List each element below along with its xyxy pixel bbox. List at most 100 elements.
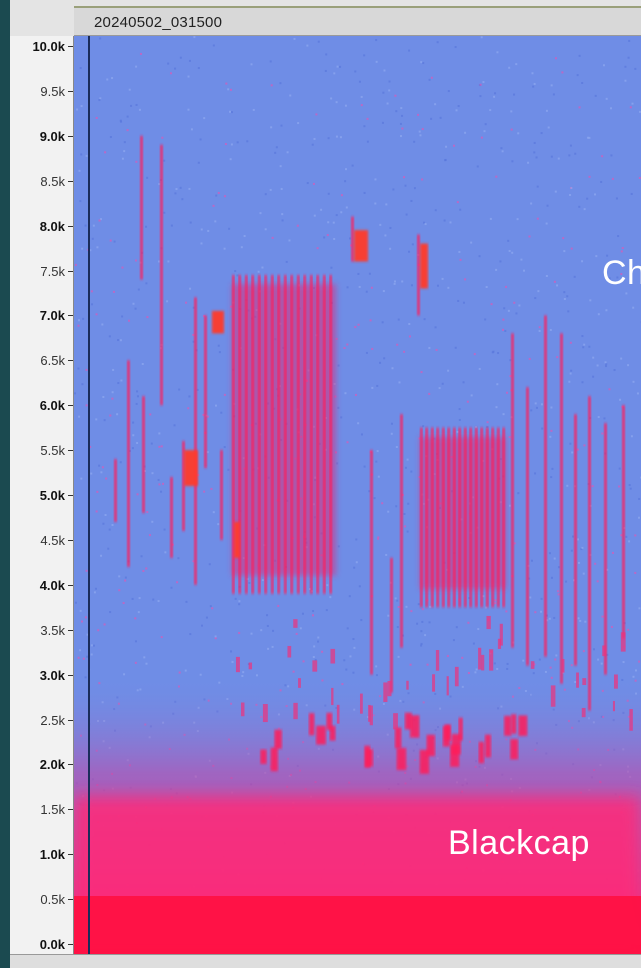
noise-speck <box>530 559 533 562</box>
frequency-tick-mark <box>68 405 73 407</box>
noise-speck <box>109 239 112 242</box>
chirp-highlight <box>234 521 240 558</box>
noise-speck <box>120 120 123 123</box>
noise-speck <box>581 81 584 84</box>
noise-speck <box>343 347 346 350</box>
noise-speck <box>132 434 135 437</box>
signal-streak <box>420 427 423 608</box>
noise-speck <box>206 415 209 418</box>
noise-speck <box>326 234 329 237</box>
low-note <box>409 715 420 738</box>
noise-speck <box>314 658 317 661</box>
noise-speck <box>589 299 592 302</box>
bottom-scrollbar[interactable] <box>10 954 641 968</box>
noise-speck <box>418 476 421 479</box>
frequency-tick-mark <box>68 225 73 227</box>
noise-speck <box>80 477 83 480</box>
noise-speck <box>457 105 460 108</box>
noise-speck <box>528 357 531 360</box>
noise-speck <box>495 268 498 271</box>
noise-speck <box>553 557 556 560</box>
noise-speck <box>420 642 423 645</box>
noise-speck <box>272 629 275 632</box>
signal-streak <box>194 297 197 585</box>
noise-speck <box>357 272 360 275</box>
noise-speck <box>78 319 81 322</box>
noise-speck <box>634 534 637 537</box>
noise-speck <box>223 195 226 198</box>
noise-speck <box>617 235 620 238</box>
noise-speck <box>373 497 376 500</box>
noise-speck <box>408 323 411 326</box>
noise-speck <box>570 664 573 667</box>
noise-speck <box>274 151 277 154</box>
noise-speck <box>102 522 105 525</box>
noise-speck <box>175 188 178 191</box>
noise-speck <box>302 660 305 663</box>
noise-speck <box>120 379 123 382</box>
noise-speck <box>85 154 88 157</box>
noise-speck <box>467 621 470 624</box>
noise-speck <box>395 110 398 113</box>
noise-speck <box>266 614 269 617</box>
noise-speck <box>217 344 220 347</box>
noise-speck <box>128 319 131 322</box>
noise-speck <box>151 520 154 523</box>
noise-speck <box>374 202 377 205</box>
noise-speck <box>131 447 134 450</box>
noise-speck <box>82 657 85 660</box>
noise-speck <box>346 627 349 630</box>
noise-speck <box>151 472 154 475</box>
noise-speck <box>474 671 477 674</box>
noise-speck <box>568 380 571 383</box>
noise-speck <box>101 466 104 469</box>
noise-speck <box>337 545 340 548</box>
noise-speck <box>354 70 357 73</box>
noise-speck <box>149 413 152 416</box>
noise-speck <box>583 444 586 447</box>
mid-note <box>435 650 440 671</box>
noise-speck <box>531 72 534 75</box>
track-header[interactable]: 20240502_031500 <box>74 6 641 36</box>
noise-speck <box>428 78 431 81</box>
noise-speck <box>376 450 379 453</box>
noise-speck <box>447 286 450 289</box>
noise-speck <box>610 107 613 110</box>
noise-speck <box>595 255 598 258</box>
noise-speck <box>366 117 369 120</box>
noise-speck <box>419 134 422 137</box>
playhead-cursor[interactable] <box>88 36 90 954</box>
noise-speck <box>281 213 284 216</box>
frequency-tick-mark <box>68 539 73 541</box>
frequency-ruler[interactable]: 10.0k 9.5k 9.0k 8.5k 8.0k 7.5k 7.0k 6.5k 6.0k 5.5… <box>10 36 74 954</box>
noise-speck <box>627 364 630 367</box>
noise-speck <box>511 251 514 254</box>
mid-note <box>298 678 301 688</box>
noise-speck <box>79 67 82 70</box>
chirp-highlight <box>184 450 198 487</box>
track-name[interactable]: 20240502_031500 <box>94 14 223 31</box>
noise-speck <box>536 185 539 188</box>
noise-speck <box>346 441 349 444</box>
noise-speck <box>84 224 87 227</box>
noise-speck <box>554 190 557 193</box>
noise-speck <box>480 136 483 139</box>
signal-streak <box>417 234 420 316</box>
low-note <box>504 715 512 736</box>
noise-speck <box>93 591 96 594</box>
noise-speck <box>582 650 585 653</box>
noise-speck <box>351 164 354 167</box>
noise-speck <box>358 80 361 83</box>
noise-speck <box>261 266 264 269</box>
low-note <box>404 712 412 730</box>
spectrogram-view[interactable]: Ch Blackcap <box>74 36 641 954</box>
noise-speck <box>505 285 508 288</box>
noise-speck <box>230 111 233 114</box>
noise-speck <box>462 381 465 384</box>
noise-speck <box>502 328 505 331</box>
noise-speck <box>327 137 330 140</box>
signal-streak <box>442 427 445 608</box>
low-note <box>394 727 402 749</box>
noise-speck <box>466 400 469 403</box>
noise-speck <box>452 144 455 147</box>
